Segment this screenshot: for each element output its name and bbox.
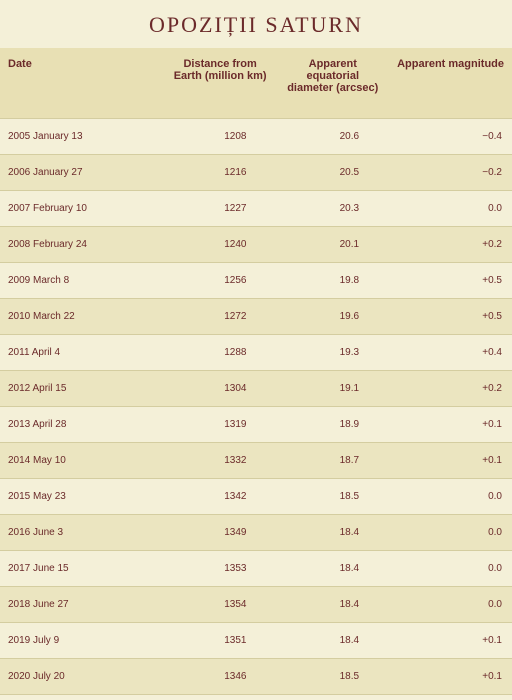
cell-distance: 1256 <box>164 263 277 299</box>
cell-diameter: 19.1 <box>276 371 389 407</box>
cell-distance: 1208 <box>164 119 277 155</box>
cell-distance: 1304 <box>164 371 277 407</box>
cell-distance: 1342 <box>164 479 277 515</box>
table-row: 2019 July 9135118.4+0.1 <box>0 623 512 659</box>
cell-date: 2019 July 9 <box>0 623 164 659</box>
cell-date: 2020 July 20 <box>0 659 164 695</box>
cell-diameter: 18.4 <box>276 623 389 659</box>
table-row: 2005 January 13120820.6−0.4 <box>0 119 512 155</box>
cell-magnitude: +0.1 <box>389 623 512 659</box>
cell-date: 2007 February 10 <box>0 191 164 227</box>
cell-diameter: 19.8 <box>276 263 389 299</box>
cell-date: 2018 June 27 <box>0 587 164 623</box>
cell-diameter: 18.7 <box>276 443 389 479</box>
cell-distance: 1353 <box>164 551 277 587</box>
cell-date: 2006 January 27 <box>0 155 164 191</box>
table-row: 2008 February 24124020.1+0.2 <box>0 227 512 263</box>
cell-distance: 1346 <box>164 659 277 695</box>
cell-distance: 1332 <box>164 443 277 479</box>
cell-magnitude: +0.1 <box>389 443 512 479</box>
cell-diameter: 18.4 <box>276 515 389 551</box>
cell-distance: 1216 <box>164 155 277 191</box>
cell-magnitude: +0.1 <box>389 407 512 443</box>
cell-date: 2017 June 15 <box>0 551 164 587</box>
oppositions-table: Date Distance from Earth (million km) Ap… <box>0 48 512 695</box>
table-row: 2014 May 10133218.7+0.1 <box>0 443 512 479</box>
table-row: 2009 March 8125619.8+0.5 <box>0 263 512 299</box>
table-row: 2010 March 22127219.6+0.5 <box>0 299 512 335</box>
table-row: 2016 June 3134918.40.0 <box>0 515 512 551</box>
cell-distance: 1354 <box>164 587 277 623</box>
table-row: 2017 June 15135318.40.0 <box>0 551 512 587</box>
cell-magnitude: −0.2 <box>389 155 512 191</box>
table-body: 2005 January 13120820.6−0.42006 January … <box>0 119 512 695</box>
cell-magnitude: 0.0 <box>389 587 512 623</box>
table-row: 2006 January 27121620.5−0.2 <box>0 155 512 191</box>
table-row: 2020 July 20134618.5+0.1 <box>0 659 512 695</box>
table-row: 2007 February 10122720.30.0 <box>0 191 512 227</box>
cell-distance: 1319 <box>164 407 277 443</box>
cell-date: 2014 May 10 <box>0 443 164 479</box>
table-row: 2018 June 27135418.40.0 <box>0 587 512 623</box>
cell-date: 2005 January 13 <box>0 119 164 155</box>
cell-diameter: 20.5 <box>276 155 389 191</box>
cell-diameter: 20.6 <box>276 119 389 155</box>
cell-magnitude: +0.5 <box>389 263 512 299</box>
cell-date: 2013 April 28 <box>0 407 164 443</box>
cell-magnitude: 0.0 <box>389 191 512 227</box>
cell-date: 2011 April 4 <box>0 335 164 371</box>
cell-distance: 1351 <box>164 623 277 659</box>
cell-distance: 1227 <box>164 191 277 227</box>
cell-distance: 1349 <box>164 515 277 551</box>
cell-magnitude: −0.4 <box>389 119 512 155</box>
table-row: 2012 April 15130419.1+0.2 <box>0 371 512 407</box>
cell-diameter: 19.6 <box>276 299 389 335</box>
cell-magnitude: +0.1 <box>389 659 512 695</box>
page-title: OPOZIȚII SATURN <box>0 0 512 48</box>
cell-magnitude: 0.0 <box>389 515 512 551</box>
col-header-distance: Distance from Earth (million km) <box>164 48 277 119</box>
cell-date: 2008 February 24 <box>0 227 164 263</box>
cell-magnitude: +0.2 <box>389 227 512 263</box>
cell-diameter: 19.3 <box>276 335 389 371</box>
col-header-magnitude: Apparent magnitude <box>389 48 512 119</box>
cell-date: 2015 May 23 <box>0 479 164 515</box>
cell-diameter: 18.5 <box>276 479 389 515</box>
col-header-date: Date <box>0 48 164 119</box>
cell-date: 2016 June 3 <box>0 515 164 551</box>
table-row: 2013 April 28131918.9+0.1 <box>0 407 512 443</box>
cell-diameter: 18.4 <box>276 551 389 587</box>
cell-distance: 1288 <box>164 335 277 371</box>
cell-diameter: 20.3 <box>276 191 389 227</box>
cell-date: 2012 April 15 <box>0 371 164 407</box>
cell-diameter: 20.1 <box>276 227 389 263</box>
table-row: 2015 May 23134218.50.0 <box>0 479 512 515</box>
cell-distance: 1240 <box>164 227 277 263</box>
cell-magnitude: +0.2 <box>389 371 512 407</box>
cell-magnitude: +0.5 <box>389 299 512 335</box>
cell-distance: 1272 <box>164 299 277 335</box>
col-header-diameter: Apparent equatorial diameter (arcsec) <box>276 48 389 119</box>
cell-magnitude: +0.4 <box>389 335 512 371</box>
table-row: 2011 April 4128819.3+0.4 <box>0 335 512 371</box>
cell-diameter: 18.9 <box>276 407 389 443</box>
cell-diameter: 18.4 <box>276 587 389 623</box>
cell-date: 2009 March 8 <box>0 263 164 299</box>
cell-date: 2010 March 22 <box>0 299 164 335</box>
cell-magnitude: 0.0 <box>389 551 512 587</box>
cell-diameter: 18.5 <box>276 659 389 695</box>
table-header-row: Date Distance from Earth (million km) Ap… <box>0 48 512 119</box>
cell-magnitude: 0.0 <box>389 479 512 515</box>
